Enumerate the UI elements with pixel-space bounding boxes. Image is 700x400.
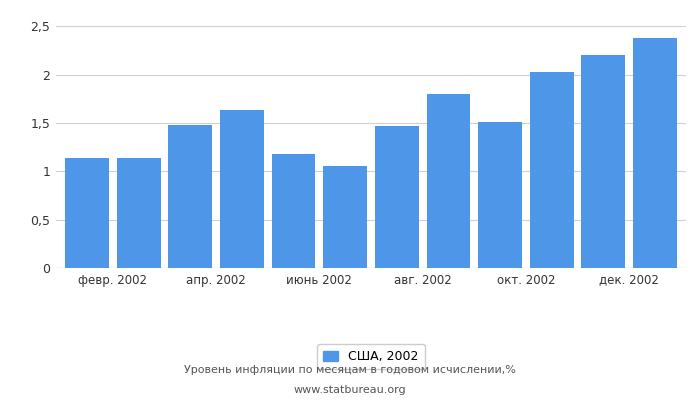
Bar	[426, 94, 470, 268]
Bar	[530, 72, 574, 268]
Bar	[633, 38, 677, 268]
Legend: США, 2002: США, 2002	[317, 344, 425, 369]
Bar	[323, 166, 367, 268]
Bar	[375, 126, 419, 268]
Bar	[117, 158, 160, 268]
Bar	[478, 122, 522, 268]
Bar	[220, 110, 264, 268]
Bar	[168, 125, 212, 268]
Bar	[582, 56, 625, 268]
Bar	[65, 158, 109, 268]
Text: www.statbureau.org: www.statbureau.org	[294, 385, 406, 395]
Bar	[272, 154, 316, 268]
Text: Уровень инфляции по месяцам в годовом исчислении,%: Уровень инфляции по месяцам в годовом ис…	[184, 365, 516, 375]
